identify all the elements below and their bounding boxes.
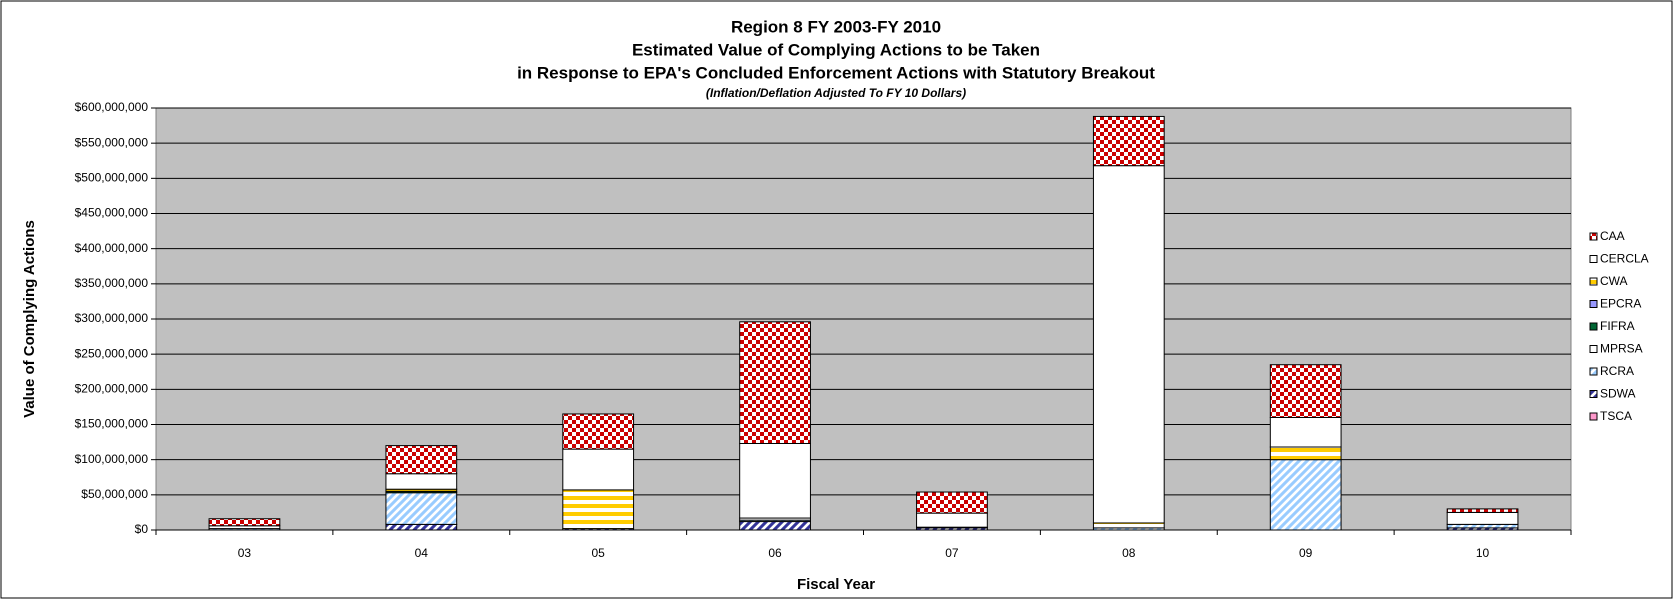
y-tick-label: $300,000,000 (75, 311, 149, 325)
x-tick-label: 07 (945, 546, 959, 560)
bar-segment (385, 473, 458, 490)
legend-label: MPRSA (1600, 342, 1643, 356)
bar-segment (916, 512, 988, 528)
bar-segment (1092, 522, 1165, 529)
bar-segment (1269, 459, 1342, 531)
y-tick-label: $500,000,000 (75, 171, 149, 185)
legend-label: SDWA (1600, 387, 1636, 401)
bar-segment (385, 492, 458, 525)
bar-segment (1269, 416, 1342, 448)
legend-swatch (1589, 322, 1598, 331)
x-tick-label: 03 (238, 546, 252, 560)
y-tick-label: $200,000,000 (75, 382, 149, 396)
chart-title: Region 8 FY 2003-FY 2010 (731, 17, 941, 36)
legend-swatch (1589, 232, 1598, 241)
bar-segment (385, 445, 458, 475)
legend-swatch (1589, 300, 1598, 308)
legend-swatch (1589, 277, 1598, 286)
bar-segment (1092, 165, 1165, 524)
bar-segment (562, 489, 635, 530)
y-tick-label: $250,000,000 (75, 346, 149, 360)
legend-label: FIFRA (1600, 319, 1635, 333)
chart-title: in Response to EPA's Concluded Enforceme… (517, 63, 1155, 82)
bar-segment (739, 521, 811, 531)
legend-swatch (1589, 412, 1598, 421)
x-tick-label: 10 (1476, 546, 1490, 560)
x-tick-label: 08 (1122, 546, 1136, 560)
bar-segment (916, 491, 988, 514)
legend-label: TSCA (1600, 409, 1632, 423)
bar-segment (1446, 511, 1519, 525)
bar-segment (1092, 115, 1165, 167)
legend-swatch (1589, 367, 1598, 376)
legend-swatch (1589, 390, 1598, 398)
bar-segment (739, 321, 811, 444)
legend-label: CERCLA (1600, 252, 1649, 266)
legend-swatch (1589, 255, 1598, 263)
legend-label: EPCRA (1600, 297, 1641, 311)
legend-label: CAA (1600, 229, 1625, 243)
y-axis-label: Value of Complying Actions (21, 220, 38, 418)
chart-title: Estimated Value of Complying Actions to … (632, 40, 1040, 59)
bar-segment (208, 518, 281, 527)
y-tick-label: $450,000,000 (75, 206, 149, 220)
x-tick-label: 04 (415, 546, 429, 560)
bar-segment (1269, 364, 1342, 418)
x-tick-label: 06 (768, 546, 782, 560)
bar-segment (562, 413, 635, 450)
bar-segment (1446, 508, 1519, 513)
x-tick-label: 09 (1299, 546, 1313, 560)
x-tick-label: 05 (592, 546, 606, 560)
legend-label: CWA (1600, 274, 1628, 288)
y-tick-label: $400,000,000 (75, 241, 149, 255)
bar-segment (562, 448, 635, 491)
bar-segment (385, 523, 458, 531)
y-tick-label: $600,000,000 (75, 100, 149, 114)
legend-swatch (1589, 345, 1598, 353)
y-tick-label: $550,000,000 (75, 135, 149, 149)
bar-segment (1269, 446, 1342, 461)
x-axis-label: Fiscal Year (797, 576, 875, 593)
legend-label: RCRA (1600, 364, 1634, 378)
y-tick-label: $50,000,000 (81, 487, 148, 501)
y-tick-label: $150,000,000 (75, 417, 149, 431)
bar-segment (1446, 523, 1519, 529)
y-tick-label: $100,000,000 (75, 452, 149, 466)
y-tick-label: $350,000,000 (75, 276, 149, 290)
y-tick-label: $0 (135, 522, 149, 536)
bar-segment (739, 442, 811, 519)
chart-subtitle: (Inflation/Deflation Adjusted To FY 10 D… (706, 86, 966, 100)
